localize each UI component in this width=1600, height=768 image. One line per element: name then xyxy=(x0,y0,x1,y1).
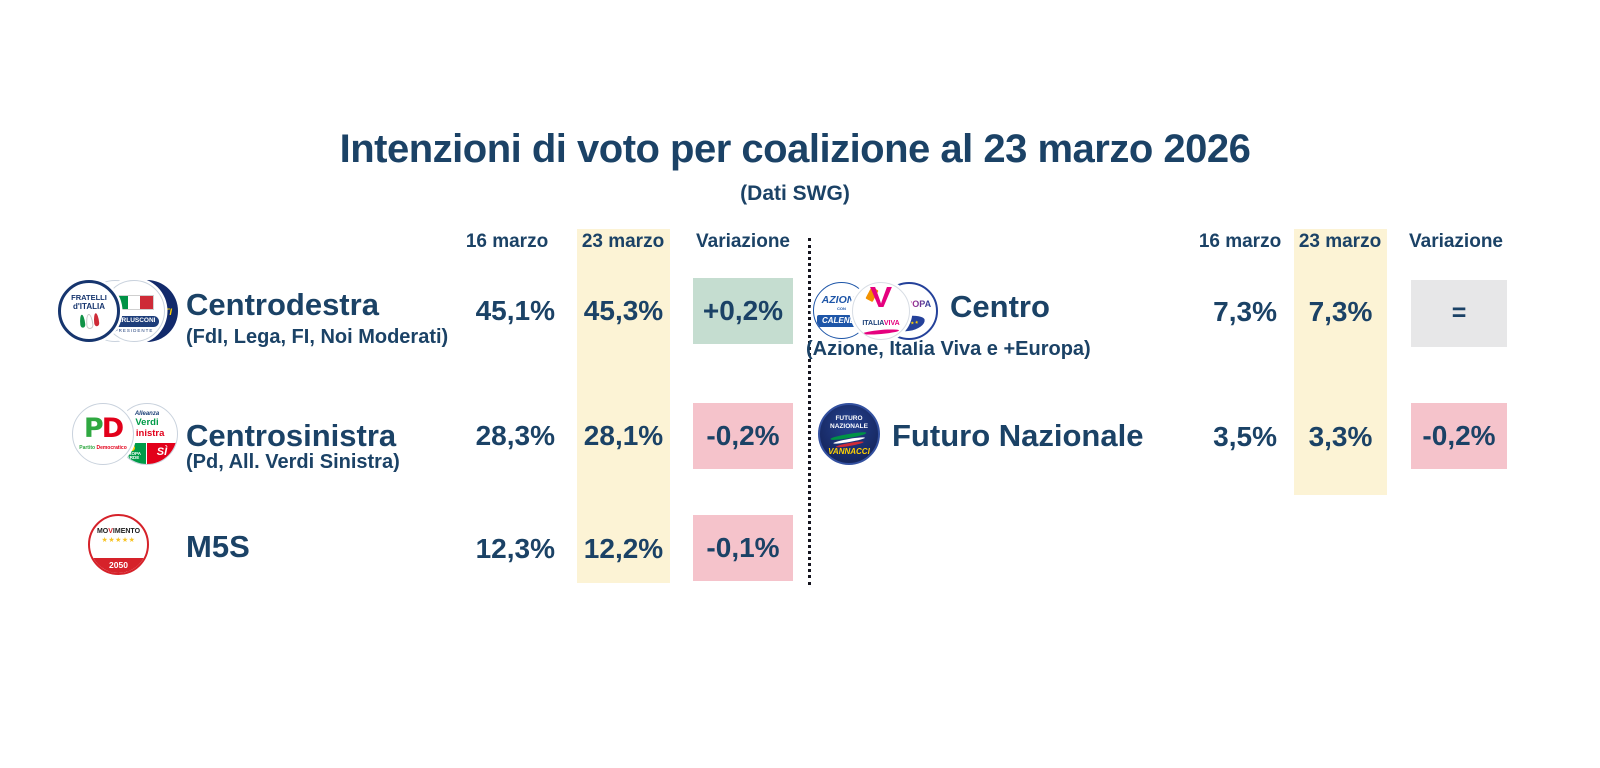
col-header-16-marzo-right: 16 marzo xyxy=(1198,231,1282,252)
col-header-23-marzo-right: 23 marzo xyxy=(1298,231,1382,252)
highlight-column-left xyxy=(577,229,670,583)
value-23-marzo-futuro-nazionale: 3,3% xyxy=(1308,421,1373,452)
coalition-name-m5s: M5S xyxy=(186,529,250,564)
value-16-marzo-centrodestra: 45,1% xyxy=(475,295,555,326)
futuro-nazionale-logo-icon: FUTURO NAZIONALE VANNACCI xyxy=(818,403,880,465)
italia-viva-logo-icon: V ITALIAVIVA xyxy=(852,282,910,340)
movimento-5-stelle-logo-icon: MOVIMENTO ★★★★★ 2050 xyxy=(88,514,149,575)
variation-badge-centro: = xyxy=(1411,280,1507,347)
italia-viva-wordmark: ITALIAVIVA xyxy=(862,320,900,327)
fdi-flame-icon xyxy=(61,311,117,332)
coalition-name-centrosinistra: Centrosinistra xyxy=(186,418,397,453)
value-23-marzo-centrosinistra: 28,1% xyxy=(583,420,664,451)
value-16-marzo-m5s: 12,3% xyxy=(475,533,555,564)
coalition-parties-centrosinistra: (Pd, All. Verdi Sinistra) xyxy=(186,451,400,473)
fratelli-ditalia-logo-icon: FRATELLI d'ITALIA xyxy=(58,280,120,342)
col-header-16-marzo-left: 16 marzo xyxy=(465,231,549,252)
pd-logo-icon: PD Partito Democratico xyxy=(72,403,134,465)
value-16-marzo-centrosinistra: 28,3% xyxy=(475,420,555,451)
page-subtitle: (Dati SWG) xyxy=(740,182,850,205)
value-23-marzo-centrodestra: 45,3% xyxy=(583,295,664,326)
m5s-year-band: 2050 xyxy=(90,558,147,573)
coalition-name-futuro-nazionale: Futuro Nazionale xyxy=(892,418,1144,453)
value-16-marzo-futuro-nazionale: 3,5% xyxy=(1213,421,1277,452)
variation-badge-centrodestra: +0,2% xyxy=(693,278,793,344)
m5s-wordmark: MOVIMENTO xyxy=(96,528,141,535)
sinistra-italiana-quadrant: SÌ xyxy=(147,441,177,464)
coalition-parties-centrodestra: (FdI, Lega, FI, Noi Moderati) xyxy=(186,326,449,348)
page-title: Intenzioni di voto per coalizione al 23 … xyxy=(339,127,1251,171)
value-23-marzo-m5s: 12,2% xyxy=(583,533,664,564)
forza-italia-flag-icon xyxy=(114,295,154,310)
coalition-name-centro: Centro xyxy=(950,289,1050,324)
col-header-variazione-left: Variazione xyxy=(696,231,790,252)
value-16-marzo-centro: 7,3% xyxy=(1213,296,1277,327)
pd-letters: PD xyxy=(83,413,124,444)
col-header-23-marzo-left: 23 marzo xyxy=(581,231,665,252)
variation-badge-futuro-nazionale: -0,2% xyxy=(1411,403,1507,469)
coalition-name-centrodestra: Centrodestra xyxy=(186,287,379,322)
m5s-stars-icon: ★★★★★ xyxy=(101,536,136,544)
pd-subtext: Partito Democratico xyxy=(79,445,127,451)
col-header-variazione-right: Variazione xyxy=(1409,231,1503,252)
value-23-marzo-centro: 7,3% xyxy=(1308,296,1373,327)
variation-badge-m5s: -0,1% xyxy=(693,515,793,581)
dotted-divider xyxy=(808,238,811,585)
highlight-column-right xyxy=(1294,229,1387,495)
variation-badge-centrosinistra: -0,2% xyxy=(693,403,793,469)
coalition-parties-centro: (Azione, Italia Viva e +Europa) xyxy=(806,338,1091,360)
italia-viva-swoosh-icon xyxy=(862,328,900,336)
